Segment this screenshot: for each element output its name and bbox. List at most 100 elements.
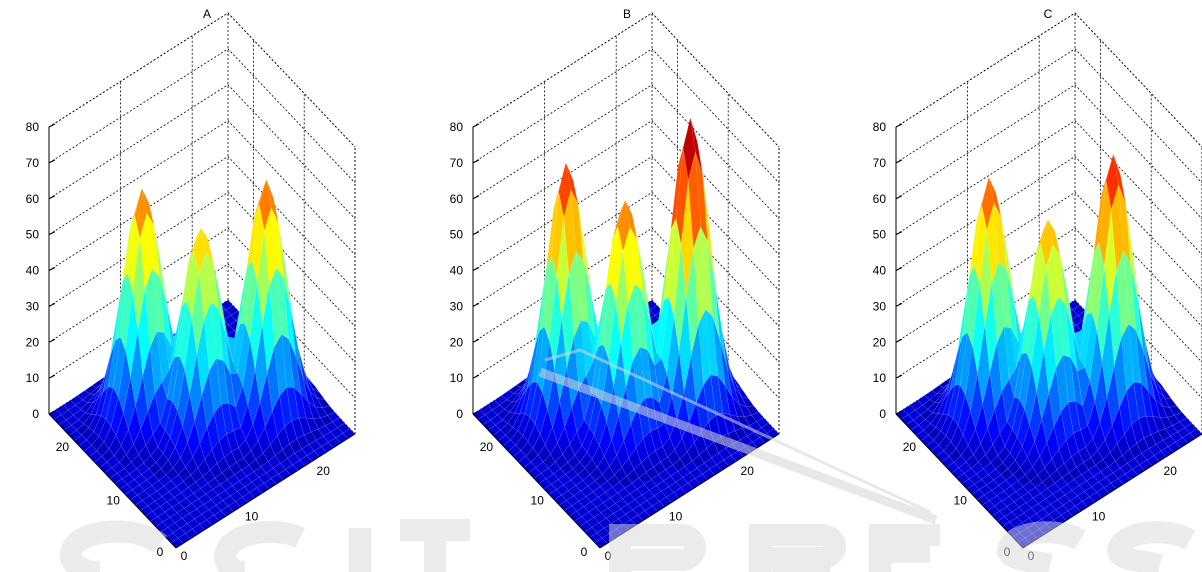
surface-face [262,444,276,462]
surface-face [955,434,969,456]
surface-face [239,476,253,488]
z-tick-label: 0 [456,407,463,421]
surface-face [980,427,994,455]
surface-face [1017,474,1031,487]
grid-line [895,191,1202,327]
z-tick-label: 50 [450,228,464,242]
surface-face [673,244,687,353]
surface-face [144,269,158,349]
surface-face [1110,184,1124,271]
z-tick-label: 70 [873,156,887,170]
box-edge [48,12,356,148]
surface-face [1011,398,1025,438]
z-tick [895,302,903,307]
x-tick-label: 20 [1164,464,1178,478]
surface-face [154,496,168,507]
surface-face [200,227,214,263]
surface-face [186,518,200,530]
surface-face [175,481,189,493]
surface-face [1159,417,1173,429]
z-tick-label: 20 [450,335,464,349]
grid-line [48,84,356,220]
surface-face [989,495,1003,507]
surface-face [223,360,236,408]
grid-line [472,48,780,184]
z-tick [895,195,903,200]
surface-face [978,454,991,469]
z-tick-label: 60 [873,192,887,206]
z-tick [48,267,56,271]
z-tick-label: 40 [450,264,464,278]
surface-face [1113,337,1127,409]
surface-face [1001,496,1015,507]
grid-line [48,12,356,148]
surface-face [494,395,508,406]
surface-face [216,456,230,473]
surface-face [100,386,114,420]
z-tick-label: 20 [26,335,40,349]
surface-face [596,527,610,539]
z-tick [472,410,480,415]
surface-face [150,446,164,463]
surface-face [332,417,346,428]
grid-line [472,191,780,327]
surface-face [577,204,591,292]
surface-face [322,405,336,416]
z-tick-label: 70 [450,156,464,170]
surface-face [159,501,173,513]
surface-face [947,384,961,419]
surface-face [155,452,169,470]
grid-line [895,120,1202,255]
surface-face [588,316,601,362]
z-tick [895,231,903,236]
surface-face [959,332,973,396]
surface-face [965,454,979,469]
surface-face [1010,480,1024,492]
surface-face [1086,242,1100,315]
panel-title: B [623,7,631,21]
surface-face [144,485,158,497]
surface-face [1093,471,1107,483]
surface-face [1016,408,1030,448]
surface-face [115,273,128,342]
x-tick-label: 20 [741,464,755,478]
panel-title: A [203,7,211,21]
surface-face [1016,512,1030,524]
z-tick [472,338,480,343]
surface-face [213,403,227,442]
surface-face [1100,154,1114,196]
surface-face [675,148,689,245]
surface-face [1093,180,1107,252]
surface-face [136,462,150,475]
surface-face [981,474,995,486]
z-tick-label: 70 [26,156,40,170]
surface-face [1090,449,1104,466]
z-tick-label: 30 [450,299,464,313]
surface-face [1028,513,1042,524]
grid-line [895,155,1202,291]
surface-face [1028,243,1041,303]
z-tick [472,374,480,379]
z-tick [48,410,56,415]
grid-line [48,263,356,399]
x-tick-label: 0 [1028,549,1035,563]
surface-face [953,455,967,469]
surface-face [118,454,132,469]
surface-face [68,404,81,416]
surface-face [981,177,995,230]
z-tick-label: 80 [450,120,464,134]
z-tick [48,302,56,307]
surface-face [276,267,289,340]
surface-face [1016,301,1029,368]
surface-face [71,419,84,431]
z-tick [472,123,480,128]
surface-panel-a: 0 10 20 30 40 50 60 70 80 0 10 20 0 10 20 A [26,7,356,563]
surface-face [551,192,565,277]
surface-face [112,337,126,398]
surface-face [1044,458,1058,477]
surface-face [974,205,988,286]
surface-face [644,279,657,354]
surface-face [1008,491,1022,503]
surface-face [984,283,998,373]
